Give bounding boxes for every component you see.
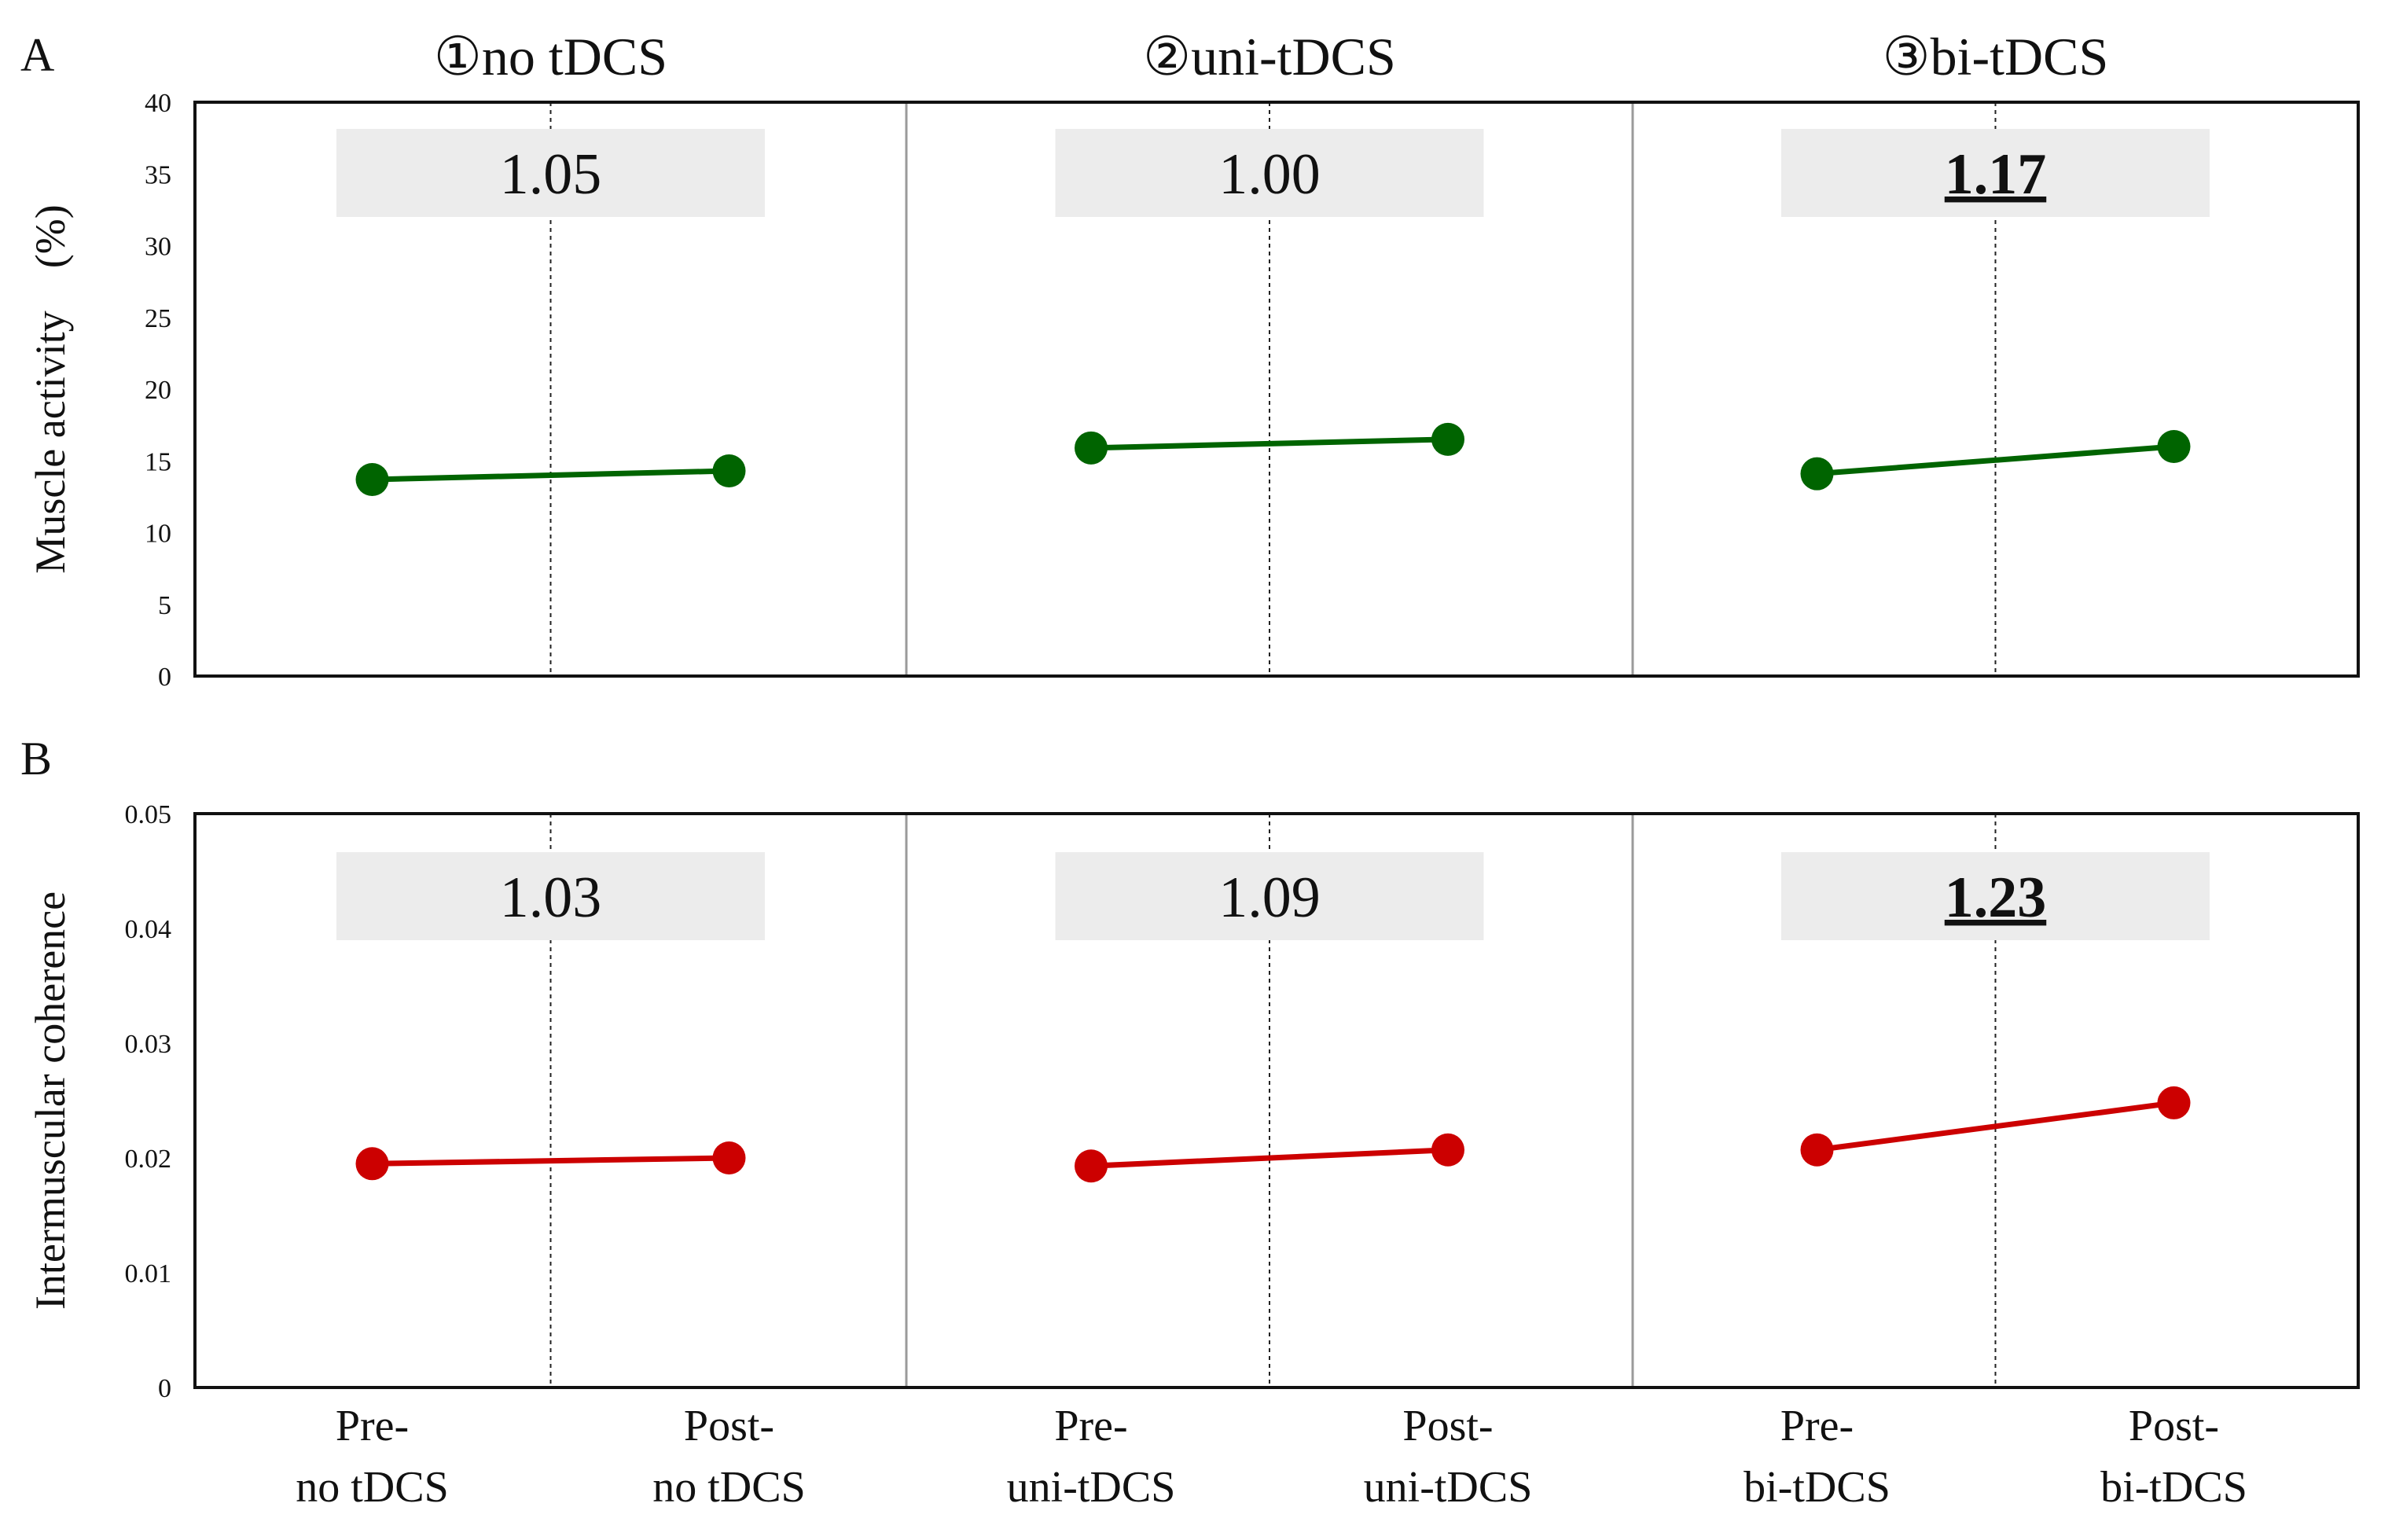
y-tick-label: 35 [145, 160, 171, 189]
x-label-line2: uni-tDCS [1007, 1463, 1176, 1512]
x-label-line1: Pre- [1780, 1402, 1854, 1450]
x-label-line1: Pre- [336, 1402, 409, 1450]
post-point [1431, 422, 1464, 456]
y-tick-label: 0.01 [125, 1259, 172, 1288]
y-tick-label: 40 [145, 89, 171, 118]
post-point [712, 454, 746, 488]
x-label-line1: Pre- [1054, 1402, 1127, 1450]
pre-point [355, 462, 389, 496]
y-axis-label: Muscle activity (%) [27, 204, 74, 573]
ratio-box [1781, 129, 2210, 217]
y-tick-label: 5 [158, 591, 171, 620]
y-tick-label: 0 [158, 1374, 171, 1403]
post-point [2157, 430, 2191, 463]
condition-title: ①no tDCS [434, 27, 667, 86]
pre-point [1800, 457, 1834, 491]
ratio-value: 1.09 [1218, 866, 1321, 930]
pre-post-line [1817, 443, 2174, 477]
ratio-box [336, 852, 765, 940]
post-point [2157, 1086, 2191, 1119]
y-tick-label: 25 [145, 304, 171, 333]
x-axis-labels: Pre-no tDCS Post-no tDCS Pre-uni-tDCS Post-… [296, 1402, 2247, 1512]
panel-label: B [20, 733, 52, 785]
panel-b: B Intermuscular coherence 0 0.01 0.02 0.03 0.0… [20, 733, 2360, 1403]
condition-title: ③bi-tDCS [1883, 27, 2109, 86]
pre-point [1075, 1149, 1108, 1183]
pre-point [355, 1147, 389, 1181]
y-tick-label: 0.03 [125, 1030, 172, 1059]
ratio-box [1055, 129, 1484, 217]
pre-post-line [372, 1155, 729, 1167]
pre-point [1075, 431, 1108, 465]
x-label-line1: Post- [684, 1402, 774, 1450]
pre-post-line [1090, 436, 1449, 451]
x-label-line1: Post- [1402, 1402, 1493, 1450]
pre-point [1800, 1133, 1834, 1167]
pre-post-line [1090, 1147, 1449, 1169]
ratio-value: 1.00 [1218, 142, 1321, 207]
y-tick-label: 30 [145, 233, 171, 262]
x-label-line2: uni-tDCS [1364, 1463, 1533, 1512]
ratio-box [1055, 852, 1484, 940]
y-tick-label: 0.05 [125, 800, 172, 829]
ratio-box [1781, 852, 2210, 940]
x-label-line2: no tDCS [652, 1463, 806, 1512]
post-point [1431, 1133, 1464, 1167]
ratio-value: 1.03 [500, 866, 602, 930]
x-label-line2: bi-tDCS [2100, 1463, 2247, 1512]
y-axis-label: Intermuscular coherence [27, 891, 74, 1310]
x-label-line2: no tDCS [296, 1463, 449, 1512]
ratio-value: 1.05 [500, 142, 602, 207]
x-label-line1: Post- [2129, 1402, 2219, 1450]
y-tick-label: 0.02 [125, 1145, 172, 1174]
pre-post-line [372, 468, 729, 483]
ratio-value: 1.23 [1945, 866, 2047, 930]
y-tick-label: 15 [145, 447, 171, 476]
post-point [712, 1141, 746, 1174]
ratio-box [336, 129, 765, 217]
y-tick-label: 10 [145, 520, 171, 549]
pre-post-line [1817, 1100, 2174, 1153]
panel-label: A [20, 29, 54, 81]
ratio-value: 1.17 [1945, 142, 2047, 207]
panel-frame [193, 812, 2360, 1389]
x-label-line2: bi-tDCS [1743, 1463, 1890, 1512]
y-tick-label: 0.04 [125, 915, 172, 944]
y-tick-label: 20 [145, 376, 171, 405]
panel-frame [193, 101, 2360, 678]
y-tick-label: 0 [158, 663, 171, 692]
panel-a: A Muscle activity (%) 0 5 10 15 20 25 30 35 40 ①no … [20, 27, 2360, 692]
condition-title: ②uni-tDCS [1143, 27, 1396, 86]
